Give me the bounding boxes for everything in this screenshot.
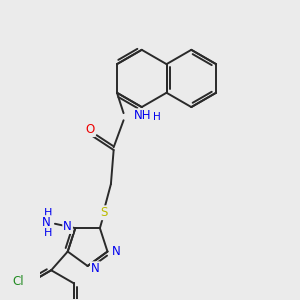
Text: O: O bbox=[85, 123, 94, 136]
Text: N: N bbox=[63, 220, 72, 233]
Text: S: S bbox=[100, 206, 108, 219]
Text: H: H bbox=[44, 228, 52, 238]
Text: NH: NH bbox=[134, 110, 151, 122]
Text: N: N bbox=[91, 262, 100, 275]
Text: N: N bbox=[42, 216, 51, 229]
Text: H: H bbox=[44, 208, 52, 218]
Text: H: H bbox=[153, 112, 161, 122]
Text: N: N bbox=[112, 245, 121, 258]
Text: Cl: Cl bbox=[12, 275, 24, 288]
